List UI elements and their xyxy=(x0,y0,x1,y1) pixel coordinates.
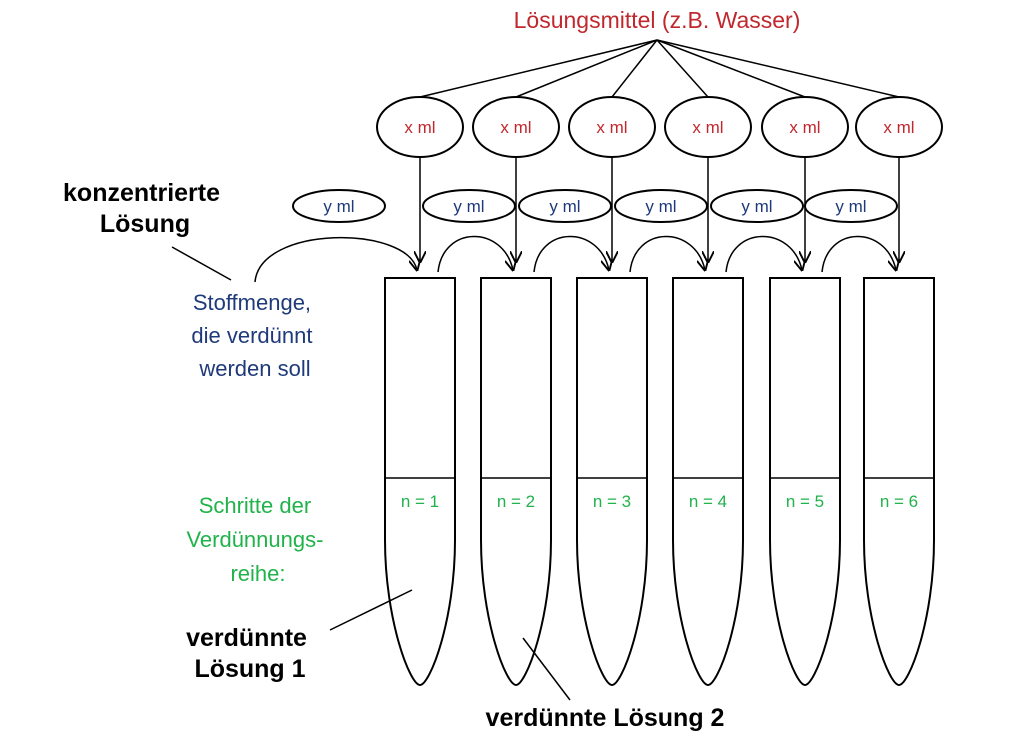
transfer-portion-label: y ml xyxy=(323,197,354,216)
solvent-portion: x ml xyxy=(761,96,849,158)
solvent-portion-label: x ml xyxy=(596,118,627,137)
test-tubes: n = 1 n = 2 n = 3 n = 4 n = 5 n = 6 xyxy=(384,277,935,687)
transfer-portion: y ml xyxy=(710,189,804,223)
transfer-portion: y ml xyxy=(292,189,386,223)
diluted-1-pointer xyxy=(329,589,413,631)
test-tube: n = 6 xyxy=(863,277,935,687)
test-tube: n = 3 xyxy=(576,277,648,687)
transfer-portion-ellipse xyxy=(614,189,708,223)
concentrated-pointer xyxy=(171,246,232,281)
test-tube: n = 2 xyxy=(480,277,552,687)
test-tube-outline xyxy=(480,277,552,687)
steps-label: Schritte der Verdünnungs- reihe: xyxy=(186,493,329,586)
solvent-fan-lines xyxy=(419,39,900,98)
step-label: n = 2 xyxy=(497,492,535,511)
transfer-portion-ellipse xyxy=(804,189,898,223)
substance-label: Stoffmenge, die verdünnt werden soll xyxy=(191,290,318,381)
transfer-portion: y ml xyxy=(804,189,898,223)
fan-line xyxy=(515,39,658,98)
step-label: n = 6 xyxy=(880,492,918,511)
test-tube-outline xyxy=(672,277,744,687)
fan-line xyxy=(656,39,900,98)
step-label: n = 3 xyxy=(593,492,631,511)
transfer-portion-ellipse xyxy=(710,189,804,223)
transfer-curve xyxy=(254,237,417,283)
solvent-portions: x ml x ml x ml x ml x ml x ml xyxy=(376,96,943,158)
solvent-portion-label: x ml xyxy=(789,118,820,137)
transfer-curve xyxy=(629,235,705,272)
step-label: n = 4 xyxy=(689,492,727,511)
transfer-curve xyxy=(821,235,896,272)
transfer-portion: y ml xyxy=(518,189,612,223)
transfer-portions: y ml y ml y ml y ml y ml y ml xyxy=(292,189,898,223)
solvent-portion: x ml xyxy=(855,96,943,158)
transfer-portion-ellipse xyxy=(292,189,386,223)
fan-line xyxy=(656,39,709,98)
solvent-arrows xyxy=(420,157,899,262)
solvent-portion-label: x ml xyxy=(692,118,723,137)
fan-line xyxy=(611,39,658,98)
transfer-arrows xyxy=(254,235,896,283)
transfer-portion: y ml xyxy=(422,189,516,223)
transfer-portion-ellipse xyxy=(518,189,612,223)
transfer-portion-label: y ml xyxy=(835,197,866,216)
test-tube-outline xyxy=(576,277,648,687)
solvent-portion: x ml xyxy=(472,96,560,158)
step-label: n = 5 xyxy=(786,492,824,511)
fan-line xyxy=(419,39,658,98)
transfer-portion: y ml xyxy=(614,189,708,223)
transfer-curve xyxy=(533,235,609,272)
concentrated-label: konzentrierte Lösung xyxy=(63,179,227,238)
transfer-portion-label: y ml xyxy=(741,197,772,216)
test-tube-outline xyxy=(769,277,841,687)
test-tube: n = 5 xyxy=(769,277,841,687)
solvent-portion: x ml xyxy=(568,96,656,158)
step-label: n = 1 xyxy=(401,492,439,511)
test-tube-outline xyxy=(384,277,456,687)
transfer-portion-label: y ml xyxy=(453,197,484,216)
diluted-1-label: verdünnte Lösung 1 xyxy=(186,624,314,683)
diluted-2-label: verdünnte Lösung 2 xyxy=(486,704,725,732)
transfer-portion-ellipse xyxy=(422,189,516,223)
transfer-curve xyxy=(437,235,513,272)
diluted-2-pointer xyxy=(522,637,571,701)
solvent-portion-label: x ml xyxy=(404,118,435,137)
solvent-title: Lösungsmittel (z.B. Wasser) xyxy=(514,7,801,33)
test-tube: n = 4 xyxy=(672,277,744,687)
test-tube-outline xyxy=(863,277,935,687)
solvent-portion-label: x ml xyxy=(500,118,531,137)
solvent-portion: x ml xyxy=(376,96,464,158)
transfer-curve xyxy=(725,235,802,272)
fan-line xyxy=(656,39,806,98)
transfer-portion-label: y ml xyxy=(645,197,676,216)
solvent-portion: x ml xyxy=(664,96,752,158)
test-tube: n = 1 xyxy=(384,277,456,687)
solvent-portion-label: x ml xyxy=(883,118,914,137)
transfer-portion-label: y ml xyxy=(549,197,580,216)
